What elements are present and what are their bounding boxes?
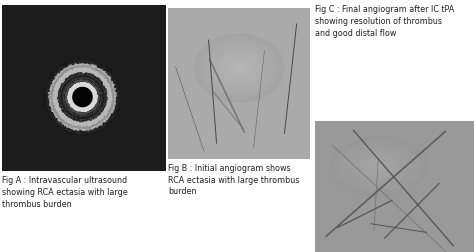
Polygon shape — [71, 85, 94, 109]
Ellipse shape — [340, 144, 417, 190]
Ellipse shape — [362, 157, 396, 177]
Ellipse shape — [211, 46, 268, 90]
Ellipse shape — [195, 34, 284, 102]
Polygon shape — [50, 65, 115, 129]
Polygon shape — [63, 77, 102, 117]
Ellipse shape — [373, 163, 385, 171]
Polygon shape — [52, 66, 114, 128]
Ellipse shape — [215, 49, 264, 87]
Ellipse shape — [378, 166, 380, 167]
Ellipse shape — [207, 43, 272, 93]
Bar — [2, 5, 166, 171]
Ellipse shape — [203, 40, 276, 96]
Ellipse shape — [351, 150, 406, 183]
Bar — [315, 121, 474, 252]
Polygon shape — [54, 69, 111, 125]
Ellipse shape — [346, 147, 411, 186]
Polygon shape — [63, 78, 102, 116]
Polygon shape — [67, 81, 98, 113]
Ellipse shape — [335, 141, 422, 193]
Polygon shape — [68, 82, 97, 112]
Text: Fig B : Initial angiogram shows
RCA ectasia with large thrombus
burden: Fig B : Initial angiogram shows RCA ecta… — [168, 164, 300, 196]
Ellipse shape — [230, 61, 248, 75]
Ellipse shape — [330, 138, 428, 196]
Polygon shape — [64, 79, 100, 115]
Ellipse shape — [367, 160, 390, 174]
Polygon shape — [47, 61, 118, 133]
Polygon shape — [65, 80, 100, 114]
Polygon shape — [69, 83, 96, 111]
Polygon shape — [70, 84, 95, 110]
Text: Fig A : Intravascular ultrasound
showing RCA ectasia with large
thrombus burden: Fig A : Intravascular ultrasound showing… — [2, 176, 128, 209]
Polygon shape — [56, 71, 109, 123]
Polygon shape — [68, 82, 97, 112]
Ellipse shape — [227, 58, 252, 78]
Ellipse shape — [356, 153, 401, 180]
Polygon shape — [50, 64, 116, 130]
Ellipse shape — [238, 67, 240, 69]
Polygon shape — [66, 81, 99, 113]
Polygon shape — [46, 60, 119, 134]
Polygon shape — [59, 74, 105, 120]
Bar — [168, 8, 310, 159]
Polygon shape — [55, 70, 109, 124]
Polygon shape — [47, 62, 117, 132]
Polygon shape — [73, 87, 92, 107]
Polygon shape — [61, 76, 103, 118]
Polygon shape — [59, 74, 107, 121]
Polygon shape — [45, 59, 120, 135]
Ellipse shape — [219, 52, 260, 84]
Polygon shape — [56, 71, 108, 123]
Ellipse shape — [223, 55, 256, 81]
Polygon shape — [61, 75, 104, 119]
Polygon shape — [52, 67, 113, 127]
Text: Fig C : Final angiogram after IC tPA
showing resolution of thrombus
and good dis: Fig C : Final angiogram after IC tPA sho… — [315, 5, 455, 38]
Polygon shape — [58, 72, 107, 122]
Polygon shape — [44, 59, 121, 136]
Ellipse shape — [235, 64, 244, 72]
Polygon shape — [48, 64, 116, 131]
Ellipse shape — [199, 37, 280, 99]
Polygon shape — [53, 68, 112, 127]
